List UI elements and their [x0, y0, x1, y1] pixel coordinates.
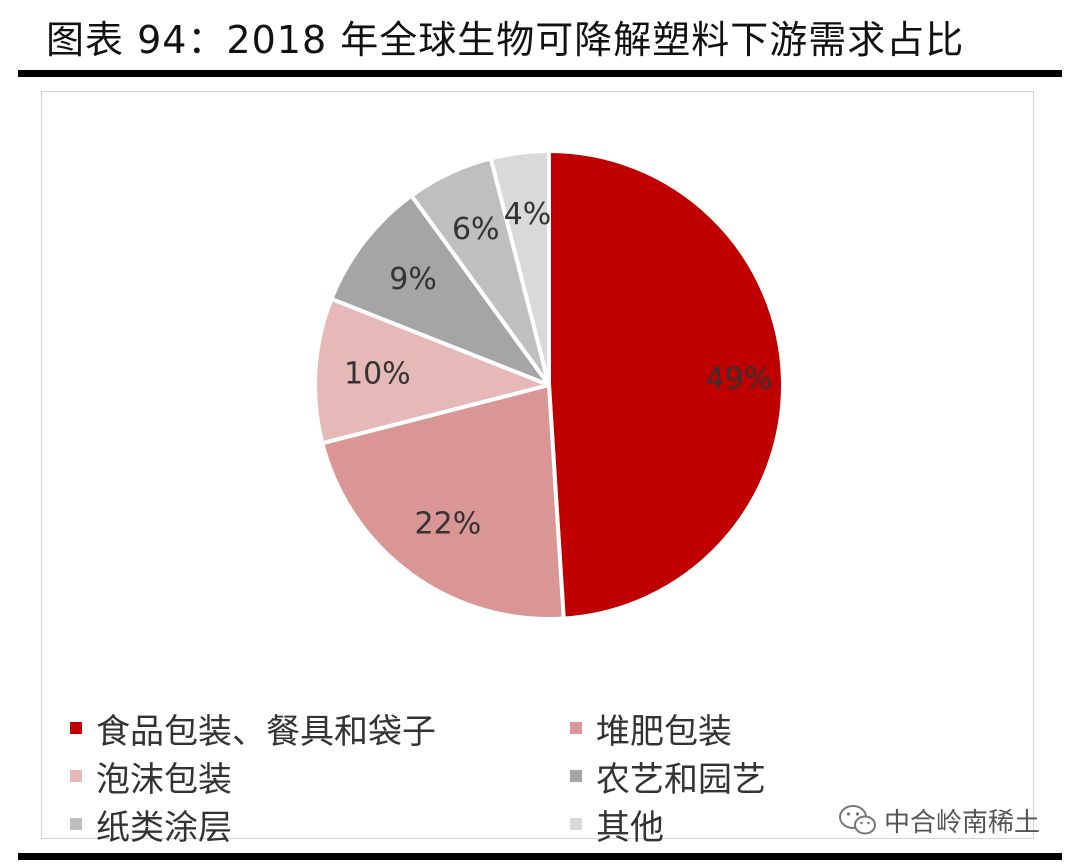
legend-label-4: 农艺和园艺	[596, 759, 766, 800]
chart-area: 49% 22% 10% 9% 6% 4%	[41, 91, 1034, 839]
watermark-text: 中合岭南稀土	[884, 807, 1041, 838]
pie-label-5: 6%	[452, 212, 500, 247]
legend-label-2: 堆肥包装	[596, 711, 732, 752]
pie-slice-1	[547, 149, 785, 621]
pie-chart: 49% 22% 10% 9% 6% 4%	[313, 149, 785, 621]
watermark: 中合岭南稀土	[838, 800, 1040, 840]
legend-label-1: 食品包装、餐具和袋子	[96, 711, 436, 752]
legend-swatch-5	[70, 818, 82, 830]
legend-item-1: 食品包装、餐具和袋子	[70, 704, 436, 752]
legend-label-5: 纸类涂层	[96, 807, 232, 848]
title-divider	[18, 70, 1062, 77]
legend-swatch-6	[570, 818, 582, 830]
pie-slice-6	[488, 149, 551, 387]
legend-label-3: 泡沫包装	[96, 759, 232, 800]
legend-swatch-3	[70, 770, 82, 782]
legend-item-5: 纸类涂层	[70, 800, 232, 848]
bottom-divider	[18, 853, 1062, 860]
page-title: 图表 94：2018 年全球生物可降解塑料下游需求占比	[46, 18, 965, 62]
pie-slice-3	[313, 296, 551, 446]
legend-swatch-4	[570, 770, 582, 782]
legend-item-3: 泡沫包装	[70, 752, 232, 800]
legend-item-4: 农艺和园艺	[570, 752, 766, 800]
legend-swatch-1	[70, 722, 82, 734]
pie-label-6: 4%	[504, 197, 552, 232]
pie-slice-4	[329, 193, 551, 387]
pie-label-3: 10%	[344, 357, 411, 392]
pie-label-1: 49%	[706, 362, 773, 397]
pie-slice-2	[320, 383, 566, 621]
chart-legend: 食品包装、餐具和袋子 堆肥包装泡沫包装 农艺和园艺纸类涂层 其他	[70, 700, 970, 850]
legend-swatch-2	[570, 722, 582, 734]
pie-label-2: 22%	[415, 507, 482, 542]
wechat-icon	[839, 805, 876, 835]
pie-label-4: 9%	[389, 262, 437, 297]
legend-label-6: 其他	[596, 807, 664, 848]
legend-item-2: 堆肥包装	[570, 704, 732, 752]
legend-item-6: 其他	[570, 800, 664, 848]
